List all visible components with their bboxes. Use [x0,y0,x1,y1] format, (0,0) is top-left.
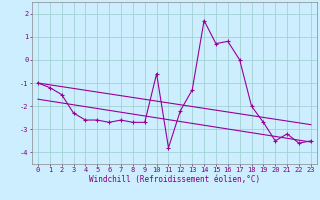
X-axis label: Windchill (Refroidissement éolien,°C): Windchill (Refroidissement éolien,°C) [89,175,260,184]
